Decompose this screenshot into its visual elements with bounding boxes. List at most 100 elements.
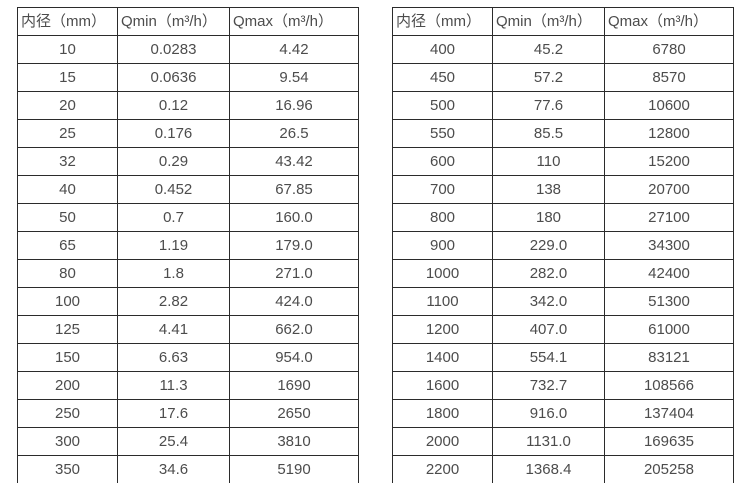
table-cell: 900 [392, 231, 493, 260]
table-cell: 0.0283 [117, 35, 230, 64]
table-row: 500 77.6 10600 [392, 91, 734, 120]
table-row: 550 85.5 12800 [392, 119, 734, 148]
table-cell: 100 [17, 287, 118, 316]
table-cell: 179.0 [229, 231, 359, 260]
table-row: 600 110 15200 [392, 147, 734, 176]
table-cell: 271.0 [229, 259, 359, 288]
table-cell: 25.4 [117, 427, 230, 456]
table-cell: 800 [392, 203, 493, 232]
table-row: 300 25.4 3810 [17, 427, 359, 456]
table-cell: 1400 [392, 343, 493, 372]
table-cell: 150 [17, 343, 118, 372]
table-row: 125 4.41 662.0 [17, 315, 359, 344]
header-cell-qmax: Qmax（m³/h） [229, 7, 359, 36]
table-cell: 4.42 [229, 35, 359, 64]
table-cell: 554.1 [492, 343, 605, 372]
table-cell: 16.96 [229, 91, 359, 120]
table-cell: 400 [392, 35, 493, 64]
table-cell: 407.0 [492, 315, 605, 344]
table-row: 2200 1368.4 205258 [392, 455, 734, 483]
table-cell: 200 [17, 371, 118, 400]
table-cell: 57.2 [492, 63, 605, 92]
header-row: 内径（mm） Qmin（m³/h） Qmax（m³/h） [17, 7, 359, 36]
table-cell: 1.19 [117, 231, 230, 260]
table-cell: 2650 [229, 399, 359, 428]
table-cell: 20700 [604, 175, 734, 204]
table-cell: 34.6 [117, 455, 230, 483]
header-row: 内径（mm） Qmin（m³/h） Qmax（m³/h） [392, 7, 734, 36]
header-cell-inner-diameter: 内径（mm） [17, 7, 118, 36]
table-cell: 83121 [604, 343, 734, 372]
table-cell: 1200 [392, 315, 493, 344]
table-row: 2000 1131.0 169635 [392, 427, 734, 456]
table-cell: 5190 [229, 455, 359, 483]
table-row: 200 11.3 1690 [17, 371, 359, 400]
table-cell: 205258 [604, 455, 734, 483]
table-cell: 732.7 [492, 371, 605, 400]
table-cell: 1.8 [117, 259, 230, 288]
table-cell: 45.2 [492, 35, 605, 64]
flow-rate-table-small-diameters: 内径（mm） Qmin（m³/h） Qmax（m³/h） 10 0.0283 4.4… [17, 7, 359, 483]
table-cell: 0.176 [117, 119, 230, 148]
table-cell: 34300 [604, 231, 734, 260]
table-cell: 300 [17, 427, 118, 456]
table-cell: 550 [392, 119, 493, 148]
table-cell: 137404 [604, 399, 734, 428]
table-row: 350 34.6 5190 [17, 455, 359, 483]
table-cell: 108566 [604, 371, 734, 400]
table-row: 1400 554.1 83121 [392, 343, 734, 372]
table-row: 800 180 27100 [392, 203, 734, 232]
table-header: 内径（mm） Qmin（m³/h） Qmax（m³/h） [17, 7, 359, 36]
table-row: 1600 732.7 108566 [392, 371, 734, 400]
table-cell: 4.41 [117, 315, 230, 344]
table-cell: 160.0 [229, 203, 359, 232]
table-row: 1100 342.0 51300 [392, 287, 734, 316]
table-row: 150 6.63 954.0 [17, 343, 359, 372]
table-cell: 0.452 [117, 175, 230, 204]
table-cell: 17.6 [117, 399, 230, 428]
table-row: 40 0.452 67.85 [17, 175, 359, 204]
table-cell: 169635 [604, 427, 734, 456]
table-cell: 0.0636 [117, 63, 230, 92]
table-cell: 450 [392, 63, 493, 92]
table-cell: 80 [17, 259, 118, 288]
table-row: 50 0.7 160.0 [17, 203, 359, 232]
table-cell: 51300 [604, 287, 734, 316]
table-row: 1200 407.0 61000 [392, 315, 734, 344]
table-row: 10 0.0283 4.42 [17, 35, 359, 64]
table-row: 20 0.12 16.96 [17, 91, 359, 120]
table-cell: 15 [17, 63, 118, 92]
table-cell: 32 [17, 147, 118, 176]
table-cell: 125 [17, 315, 118, 344]
table-body: 400 45.2 6780 450 57.2 8570 500 77.6 10600 550 85.… [392, 35, 734, 483]
table-cell: 43.42 [229, 147, 359, 176]
table-row: 700 138 20700 [392, 175, 734, 204]
table-row: 250 17.6 2650 [17, 399, 359, 428]
table-row: 25 0.176 26.5 [17, 119, 359, 148]
table-cell: 700 [392, 175, 493, 204]
table-cell: 6.63 [117, 343, 230, 372]
table-cell: 0.29 [117, 147, 230, 176]
table-row: 15 0.0636 9.54 [17, 63, 359, 92]
table-cell: 0.12 [117, 91, 230, 120]
table-cell: 11.3 [117, 371, 230, 400]
header-cell-inner-diameter: 内径（mm） [392, 7, 493, 36]
flow-rate-table-large-diameters: 内径（mm） Qmin（m³/h） Qmax（m³/h） 400 45.2 6780… [392, 7, 734, 483]
table-cell: 12800 [604, 119, 734, 148]
table-cell: 600 [392, 147, 493, 176]
table-cell: 10600 [604, 91, 734, 120]
table-cell: 6780 [604, 35, 734, 64]
table-cell: 138 [492, 175, 605, 204]
table-cell: 40 [17, 175, 118, 204]
table-row: 1000 282.0 42400 [392, 259, 734, 288]
table-cell: 10 [17, 35, 118, 64]
table-cell: 250 [17, 399, 118, 428]
table-cell: 229.0 [492, 231, 605, 260]
header-cell-qmax: Qmax（m³/h） [604, 7, 734, 36]
table-cell: 110 [492, 147, 605, 176]
table-cell: 0.7 [117, 203, 230, 232]
table-cell: 1100 [392, 287, 493, 316]
table-body: 10 0.0283 4.42 15 0.0636 9.54 20 0.12 16.96 25 0.1… [17, 35, 359, 483]
table-cell: 180 [492, 203, 605, 232]
table-cell: 1690 [229, 371, 359, 400]
